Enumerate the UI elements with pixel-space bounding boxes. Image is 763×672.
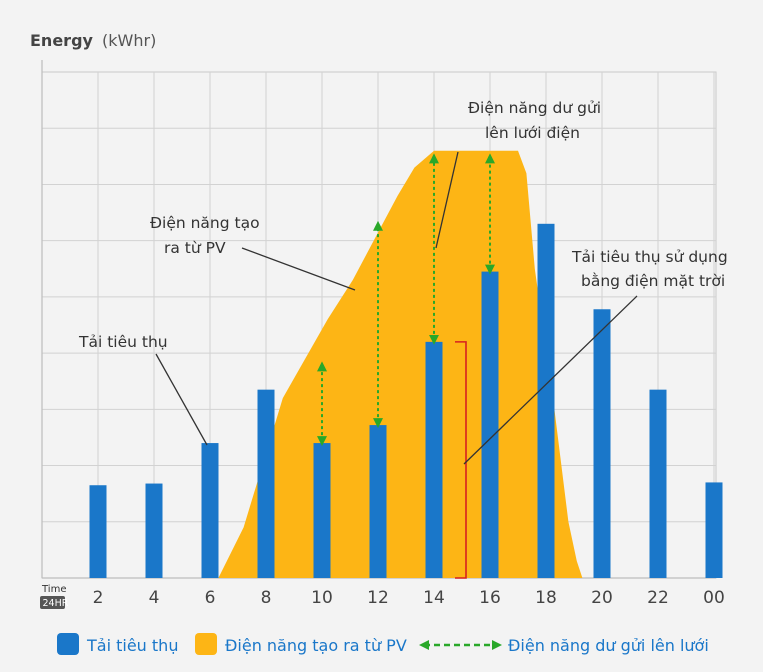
load-bar-12 <box>369 425 387 578</box>
x-tick-20: 20 <box>591 588 613 608</box>
load-bar-20 <box>593 309 611 578</box>
annotation-pv-2: ra từ PV <box>164 239 226 257</box>
x-tick-6: 6 <box>205 588 216 608</box>
surplus-arrows-layer <box>317 153 495 447</box>
leader-line-self <box>463 295 638 465</box>
load-bar-16 <box>481 271 499 578</box>
ylabel-bold: Energy <box>30 31 94 50</box>
load-bar-00 <box>705 482 723 578</box>
legend-swatch-load <box>57 633 79 655</box>
legend-label-pv: Điện năng tạo ra từ PV <box>225 636 407 655</box>
x-tick-14: 14 <box>423 588 445 608</box>
x-tick-8: 8 <box>261 588 272 608</box>
self-consumption-bracket <box>455 341 467 579</box>
svg-text:Energy (kWhr): Energy (kWhr) <box>30 31 156 50</box>
x-tick-22: 22 <box>647 588 669 608</box>
legend: Tải tiêu thụ Điện năng tạo ra từ PV Điện… <box>57 633 709 655</box>
bars-layer <box>89 223 723 579</box>
annotation-pv-1: Điện năng tạo <box>150 214 260 232</box>
annotation-load: Tải tiêu thụ <box>78 333 168 351</box>
x-tick-4: 4 <box>149 588 160 608</box>
x-tick-16: 16 <box>479 588 501 608</box>
x-tick-18: 18 <box>535 588 557 608</box>
annotation-surplus-2: lên lưới điện <box>485 124 580 142</box>
x-tick-00: 00 <box>703 588 725 608</box>
x-tick-labels: 2 4 6 8 10 12 14 16 18 20 22 00 <box>93 588 725 608</box>
load-bar-4 <box>145 483 163 578</box>
load-bar-14 <box>425 341 443 578</box>
load-bar-22 <box>649 389 667 578</box>
x-tick-12: 12 <box>367 588 389 608</box>
xlabel-24hr: 24HR <box>43 598 69 609</box>
annotation-self-2: bằng điện mặt trời <box>581 272 725 290</box>
time-badge <box>40 596 65 609</box>
leader-line-pv <box>241 247 356 291</box>
x-tick-10: 10 <box>311 588 333 608</box>
leader-lines <box>155 151 638 465</box>
annotation-self-1: Tải tiêu thụ sử dụng <box>571 248 728 266</box>
leader-line-surplus <box>435 151 459 249</box>
legend-label-load: Tải tiêu thụ <box>86 636 178 655</box>
load-bar-2 <box>89 485 107 578</box>
load-bar-6 <box>201 443 219 578</box>
leader-line-load <box>155 353 208 446</box>
annotation-surplus-1: Điện năng dư gửi <box>468 99 601 117</box>
load-bar-10 <box>313 443 331 578</box>
legend-label-surplus: Điện năng dư gửi lên lưới <box>508 636 709 655</box>
load-bar-8 <box>257 389 275 578</box>
ylabel-unit: (kWhr) <box>102 31 156 50</box>
load-bar-18 <box>537 223 555 579</box>
x-tick-2: 2 <box>93 588 104 608</box>
xlabel-time: Time <box>41 584 66 595</box>
legend-swatch-pv <box>195 633 217 655</box>
